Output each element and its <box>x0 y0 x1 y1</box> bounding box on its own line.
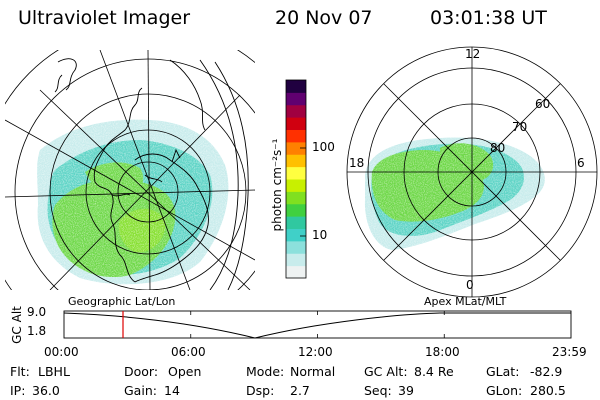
dsp-value: 2.7 <box>290 383 310 398</box>
timeline-frame <box>63 310 572 339</box>
time-display: 03:01:38 UT <box>430 7 547 29</box>
colorbar-band <box>286 166 306 180</box>
altitude-timeline <box>63 310 572 339</box>
mlat-mlt-grid <box>346 46 598 298</box>
colorbar-tick-label-100: 100 <box>312 140 335 154</box>
gain-value: 14 <box>164 383 180 398</box>
intensity-colorbar <box>285 79 307 279</box>
mlat-label-80: 80 <box>490 141 506 155</box>
mlt-label-6: 6 <box>577 156 585 170</box>
colorbar-band <box>286 228 306 242</box>
colorbar-band <box>286 216 306 229</box>
glat-value: -82.9 <box>530 364 563 379</box>
colorbar-bands <box>286 80 306 279</box>
colorbar-band <box>286 117 306 130</box>
magnetic-map-panel <box>346 46 598 298</box>
right-aurora-image <box>350 130 560 260</box>
colorbar-band <box>286 154 306 168</box>
colorbar-band <box>286 203 306 217</box>
mode-label: Mode: <box>246 364 285 379</box>
glon-label: GLon: <box>486 383 523 398</box>
dsp-label: Dsp: <box>246 383 275 398</box>
gain-label: Gain: <box>124 383 157 398</box>
colorbar-band <box>286 240 306 254</box>
timeline-y-axis-label: GC Alt <box>10 306 24 344</box>
glat-label: GLat: <box>486 364 520 379</box>
colorbar-band <box>286 80 306 93</box>
limb-arcs <box>199 59 249 290</box>
coastline-outline <box>54 58 209 283</box>
colorbar-unit-label: photon cm⁻²s⁻¹ <box>270 138 284 232</box>
mlt-label-0: 0 <box>466 278 474 292</box>
colorbar-tick-label-10: 10 <box>312 228 328 242</box>
glon-value: 280.5 <box>530 383 566 398</box>
colorbar-band <box>286 265 306 279</box>
magnetic-panel-label: Apex MLat/MLT <box>424 295 507 308</box>
flt-label: Flt: <box>10 364 30 379</box>
timeline-x-tick-1800: 18:00 <box>425 345 460 359</box>
mlat-label-70: 70 <box>512 120 528 134</box>
mode-value: Normal <box>290 364 336 379</box>
mlat-label-60: 60 <box>535 97 551 111</box>
door-label: Door: <box>124 364 159 379</box>
ip-value: 36.0 <box>32 383 60 398</box>
colorbar-band <box>286 104 306 118</box>
timeline-x-tick-1200: 12:00 <box>298 345 333 359</box>
geographic-grid <box>5 50 255 290</box>
colorbar-band <box>286 253 306 267</box>
mlt-label-12: 12 <box>465 47 481 61</box>
colorbar-band <box>286 141 306 155</box>
date-display: 20 Nov 07 <box>275 7 373 29</box>
timeline-y-tick-top: 9.0 <box>27 305 47 319</box>
geographic-map-panel <box>5 50 255 290</box>
geographic-panel-label: Geographic Lat/Lon <box>68 295 176 308</box>
instrument-title: Ultraviolet Imager <box>18 7 191 29</box>
gc-alt-value: 8.4 Re <box>414 364 454 379</box>
altitude-curve <box>63 312 571 339</box>
flt-value: LBHL <box>38 364 70 379</box>
colorbar-band <box>286 179 306 192</box>
seq-value: 39 <box>398 383 414 398</box>
colorbar-band <box>286 191 306 205</box>
seq-label: Seq: <box>364 383 392 398</box>
timeline-x-tick-0600: 06:00 <box>171 345 206 359</box>
colorbar-band <box>286 92 306 106</box>
timeline-x-tick-0000: 00:00 <box>44 345 79 359</box>
timeline-x-tick-2359: 23:59 <box>552 345 587 359</box>
ip-label: IP: <box>10 383 26 398</box>
colorbar-band <box>286 129 306 143</box>
mlt-label-18: 18 <box>349 156 365 170</box>
timeline-x-ticks <box>190 311 445 338</box>
door-value: Open <box>168 364 202 379</box>
timeline-y-tick-bottom: 1.8 <box>27 324 47 338</box>
gc-alt-label: GC Alt: <box>364 364 408 379</box>
